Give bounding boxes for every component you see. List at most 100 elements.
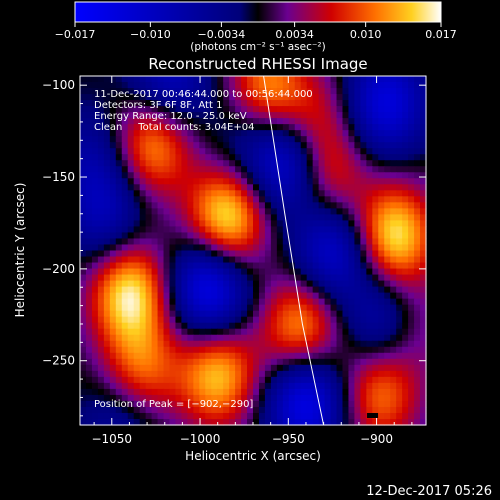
heatmap-cell [85,130,93,137]
heatmap-cell [247,112,254,119]
heatmap-cell [342,286,350,294]
heatmap-cell [187,202,194,209]
heatmap-cell [163,226,171,234]
heatmap-cell [169,172,177,179]
heatmap-cell [288,382,296,390]
heatmap-cell [300,166,308,173]
heatmap-cell [300,94,308,101]
heatmap-cell [133,382,141,390]
heatmap-cell [247,322,254,330]
heatmap-cell [348,190,356,197]
heatmap-cell [366,214,373,222]
heatmap-cell [229,118,236,125]
heatmap-cell [175,178,183,185]
heatmap-cell [360,172,367,179]
heatmap-cell [169,274,177,282]
heatmap-cell [151,382,159,390]
heatmap-cell [282,346,290,354]
heatmap-cell [342,412,350,420]
heatmap-cell [97,364,105,372]
heatmap-cell [396,286,403,294]
heatmap-cell [229,256,236,264]
heatmap-cell [420,256,427,264]
heatmap-cell [396,250,403,258]
heatmap-cell [306,334,314,342]
heatmap-cell [420,370,427,378]
heatmap-cell [420,250,427,258]
heatmap-cell [414,208,421,215]
heatmap-cell [80,382,87,390]
heatmap-cell [139,166,147,173]
heatmap-cell [145,418,153,426]
heatmap-cell [223,376,230,384]
heatmap-cell [139,346,147,354]
x-axis-ticks: −1050 −1000 −950 −900 [91,76,413,446]
heatmap-image [80,76,427,426]
heatmap-cell [330,394,338,402]
heatmap-cell [396,346,403,354]
heatmap-cell [241,256,248,264]
heatmap-cell [378,280,385,288]
heatmap-cell [264,304,272,312]
heatmap-cell [139,118,147,125]
heatmap-cell [193,346,200,354]
heatmap-cell [276,412,284,420]
heatmap-cell [348,268,356,276]
heatmap-cell [324,154,332,161]
heatmap-cell [241,376,248,384]
heatmap-cell [217,82,224,89]
heatmap-cell [163,190,171,197]
heatmap-cell [145,172,153,179]
heatmap-cell [306,190,314,197]
heatmap-cell [264,376,272,384]
heatmap-cell [342,364,350,372]
heatmap-cell [193,166,200,173]
heatmap-cell [258,274,266,282]
heatmap-cell [163,340,171,348]
heatmap-cell [408,394,415,402]
heatmap-cell [229,364,236,372]
heatmap-cell [121,94,129,101]
heatmap-cell [163,274,171,282]
heatmap-cell [402,280,409,288]
y-tick-label: −250 [42,354,75,368]
heatmap-cell [97,262,105,270]
heatmap-cell [354,76,361,83]
heatmap-cell [348,148,356,155]
heatmap-cell [282,130,290,137]
heatmap-cell [199,412,206,420]
heatmap-cell [336,154,344,161]
heatmap-cell [354,220,361,228]
heatmap-cell [384,238,391,246]
heatmap-cell [169,358,177,366]
heatmap-cell [157,310,165,318]
heatmap-cell [312,124,320,131]
heatmap-cell [324,172,332,179]
heatmap-cell [169,100,177,107]
heatmap-cell [235,184,242,191]
heatmap-cell [396,376,403,384]
heatmap-cell [402,100,409,107]
heatmap-cell [253,364,260,372]
heatmap-cell [139,232,147,240]
heatmap-cell [288,94,296,101]
heatmap-cell [300,196,308,203]
heatmap-cell [121,358,129,366]
heatmap-cell [80,160,87,167]
heatmap-cell [229,370,236,378]
heatmap-cell [169,406,177,414]
heatmap-cell [264,268,272,276]
heatmap-cell [217,136,224,143]
heatmap-cell [121,112,129,119]
heatmap-cell [312,358,320,366]
heatmap-cell [85,370,93,378]
heatmap-cell [336,352,344,360]
heatmap-cell [354,346,361,354]
heatmap-cell [372,76,379,83]
heatmap-cell [300,124,308,131]
heatmap-cell [199,394,206,402]
heatmap-cell [396,214,403,222]
heatmap-cell [247,214,254,222]
heatmap-cell [187,130,194,137]
heatmap-cell [372,364,379,372]
